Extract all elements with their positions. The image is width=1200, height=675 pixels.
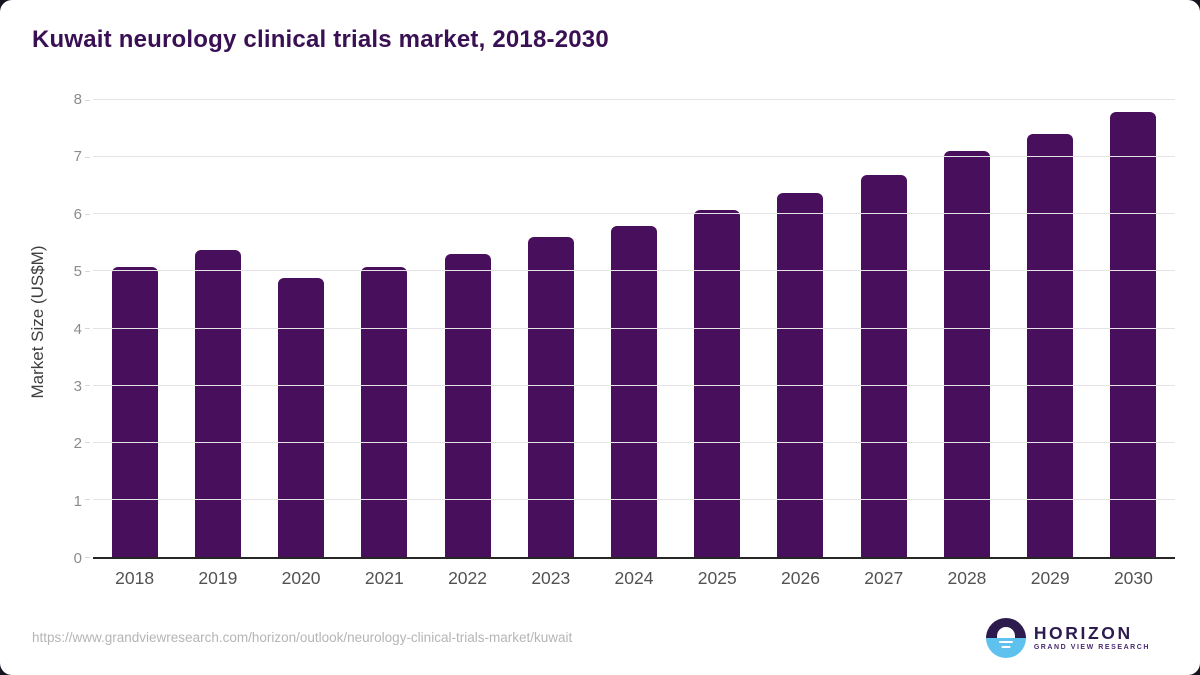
logo-name: HORIZON [1033,623,1133,643]
logo-ripple-shape [1001,645,1011,648]
bar-slot [509,100,592,557]
y-tick-mark [85,442,90,444]
x-tick-label: 2023 [531,568,571,588]
gridline [93,327,1175,329]
x-tick-label: 2018 [115,568,155,588]
y-tick-label: 8 [73,91,82,108]
x-tick-label: 2030 [1113,568,1153,588]
bar-slot [259,100,342,557]
y-tick-mark [85,556,90,558]
x-tick-label: 2021 [364,568,404,588]
y-tick-label: 4 [73,320,82,338]
x-axis: 2018 2019 2020 2021 2022 2023 2024 2025 2026 2027… [93,568,1175,589]
logo-subtitle: GRAND VIEW RESEARCH [1033,644,1150,651]
x-tick-label: 2029 [1030,568,1070,588]
bar-slot [592,100,675,557]
y-tick-label: 0 [73,550,82,567]
bar-2030 [1110,112,1157,557]
bar-2022 [444,254,491,557]
bar-slot [925,100,1008,557]
plot-area [85,99,1175,559]
x-tick-label: 2026 [781,568,820,588]
y-tick-label: 6 [73,205,82,223]
logo-text: HORIZON GRAND VIEW RESEARCH [1034,624,1150,652]
bar-slot [343,100,426,557]
gridline [93,384,1175,386]
bar-2019 [194,249,241,557]
y-tick-mark [85,385,90,387]
y-axis: 0 1 2 3 4 5 6 7 8 [0,91,82,567]
y-tick-label: 3 [73,377,82,395]
bar-2020 [278,277,325,557]
y-tick-mark [85,270,90,272]
x-tick-label: 2024 [614,568,654,588]
bar-slot [842,100,925,557]
bar-2029 [1027,134,1074,557]
y-tick-mark [85,499,90,501]
bar-2027 [860,174,907,557]
y-tick-mark [85,156,90,158]
bar-2021 [361,266,408,557]
x-tick-label: 2019 [198,568,238,588]
x-tick-label: 2020 [281,568,321,588]
bar-slot [93,100,176,557]
x-tick-label: 2022 [448,568,488,588]
bar-2018 [111,266,158,557]
y-tick-mark [85,99,90,101]
gridline [93,156,1175,158]
bar-2024 [611,226,658,557]
y-tick-label: 2 [73,435,82,453]
horizon-logo-icon [985,618,1026,658]
gridline [93,441,1175,443]
source-url: https://www.grandviewresearch.com/horizo… [32,630,573,645]
chart-title: Kuwait neurology clinical trials market,… [32,26,609,53]
bar-slot [759,100,842,557]
gridline [93,270,1175,272]
bar-slot [1009,100,1092,557]
bar-slot [176,100,259,557]
y-tick-mark [85,328,90,329]
gridline [93,99,1175,100]
logo-ripple-shape [998,640,1013,643]
bar-slot [426,100,509,557]
x-tick-label: 2025 [697,568,737,588]
logo-arch-shape [996,627,1015,638]
bar-2028 [943,151,990,557]
y-tick-label: 7 [73,148,82,166]
y-tick-label: 1 [73,492,82,510]
bar-slot [1092,100,1175,557]
bar-2025 [694,209,741,557]
y-tick-label: 5 [73,263,82,281]
brand-logo: HORIZON GRAND VIEW RESEARCH [985,618,1150,658]
x-tick-label: 2027 [864,568,904,588]
bar-2023 [527,237,574,557]
y-tick-mark [85,213,90,215]
gridline [93,213,1175,215]
bar-slot [676,100,759,557]
gridline [93,498,1175,500]
x-tick-label: 2028 [947,568,987,588]
bars-row [93,100,1175,557]
bar-2026 [777,192,824,557]
